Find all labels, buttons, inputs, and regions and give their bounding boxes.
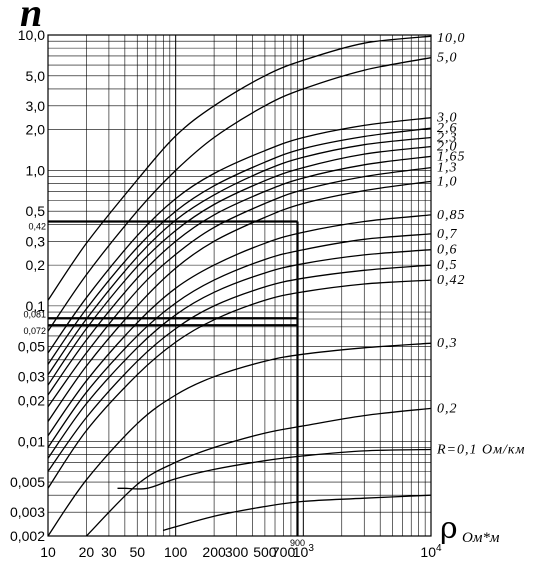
- y-marker-label: 0,081: [23, 309, 46, 319]
- series-line-10: [47, 233, 432, 448]
- x-tick-label: 700: [272, 544, 296, 560]
- x-tick-label: 500: [253, 544, 277, 560]
- series-label-1: 5,0: [437, 51, 458, 66]
- series-label-7: 1,3: [437, 161, 458, 176]
- y-tick-label: 5,0: [26, 68, 46, 84]
- y-tick-label: 0,3: [26, 233, 46, 249]
- plot-frame: [47, 34, 432, 537]
- x-tick-label: 20: [79, 544, 95, 560]
- series-label-13: 0,42: [437, 273, 466, 288]
- series-line-7: [47, 166, 432, 408]
- y-tick-label: 0,1: [26, 298, 46, 314]
- series-line-17: [163, 494, 432, 532]
- series-line-8: [47, 180, 432, 422]
- series-label-5: 2,0: [437, 140, 458, 155]
- series-label-16: R=0,1 Ом/км: [436, 443, 525, 458]
- series-line-5: [47, 145, 432, 386]
- series-line-0: [47, 35, 432, 301]
- reading-lines: [48, 220, 299, 536]
- y-tick-label: 10,0: [18, 27, 45, 43]
- series-line-4: [47, 136, 432, 376]
- series-label-15: 0,2: [437, 401, 458, 416]
- series-line-14: [47, 342, 432, 537]
- series-curves: [47, 35, 432, 537]
- y-marker-label: 0,42: [28, 221, 46, 231]
- x-tick-label: 30: [101, 544, 117, 560]
- x-tick-label: 50: [129, 544, 145, 560]
- y-tick-label: 0,003: [10, 504, 45, 520]
- y-tick-label: 0,2: [26, 257, 46, 273]
- series-labels: 10,05,03,02,62,32,01,651,31,00,850,70,60…: [436, 31, 525, 458]
- series-label-2: 3,0: [436, 111, 458, 126]
- y-tick-label: 0,01: [18, 433, 45, 449]
- y-tick-label: 2,0: [26, 122, 46, 138]
- series-line-12: [47, 264, 432, 472]
- series-label-14: 0,3: [437, 336, 458, 351]
- series-label-0: 10,0: [437, 31, 466, 46]
- series-label-11: 0,6: [437, 243, 458, 258]
- series-label-3: 2,6: [437, 121, 458, 136]
- y-axis-label: n: [20, 0, 42, 35]
- tick-labels: 10,0 5,0 3,0 2,0 1,0 0,5 0,3 0,2 0,1 0,05 0,03 0,02…: [10, 27, 442, 560]
- y-tick-label: 0,5: [26, 203, 46, 219]
- y-tick-label: 0,02: [18, 393, 45, 409]
- y-tick-label: 1,0: [26, 162, 46, 178]
- series-label-4: 2,3: [437, 131, 458, 146]
- y-tick-label: 0,005: [10, 474, 45, 490]
- y-tick-label: 0,03: [18, 369, 45, 385]
- y-tick-label: 0,05: [18, 339, 45, 355]
- y-tick-label: 3,0: [26, 98, 46, 114]
- series-line-1: [47, 57, 432, 332]
- series-label-9: 0,85: [437, 208, 466, 223]
- series-line-3: [47, 127, 432, 365]
- grid: [47, 34, 432, 537]
- x-tick-label: 300: [225, 544, 249, 560]
- series-label-12: 0,5: [437, 258, 458, 273]
- x-marker-label: 900: [290, 538, 305, 548]
- y-marker-label: 0,072: [23, 326, 46, 336]
- series-line-6: [47, 155, 432, 396]
- series-line-15: [85, 407, 432, 537]
- x-axis-label: ρ: [440, 511, 458, 546]
- series-line-2: [47, 117, 432, 354]
- series-label-8: 1,0: [437, 174, 458, 189]
- series-line-9: [47, 214, 432, 437]
- x-axis-unit: Ом*м: [462, 530, 500, 546]
- x-tick-label: 104: [420, 543, 442, 560]
- series-label-10: 0,7: [437, 227, 458, 242]
- x-tick-label: 100: [164, 544, 188, 560]
- series-line-11: [47, 249, 432, 459]
- y-tick-label: 0,002: [10, 528, 45, 544]
- x-tick-label: 10: [40, 544, 56, 560]
- series-line-13: [47, 279, 432, 489]
- series-label-6: 1,65: [437, 149, 466, 164]
- series-line-16: [117, 448, 432, 490]
- x-tick-label: 200: [202, 544, 226, 560]
